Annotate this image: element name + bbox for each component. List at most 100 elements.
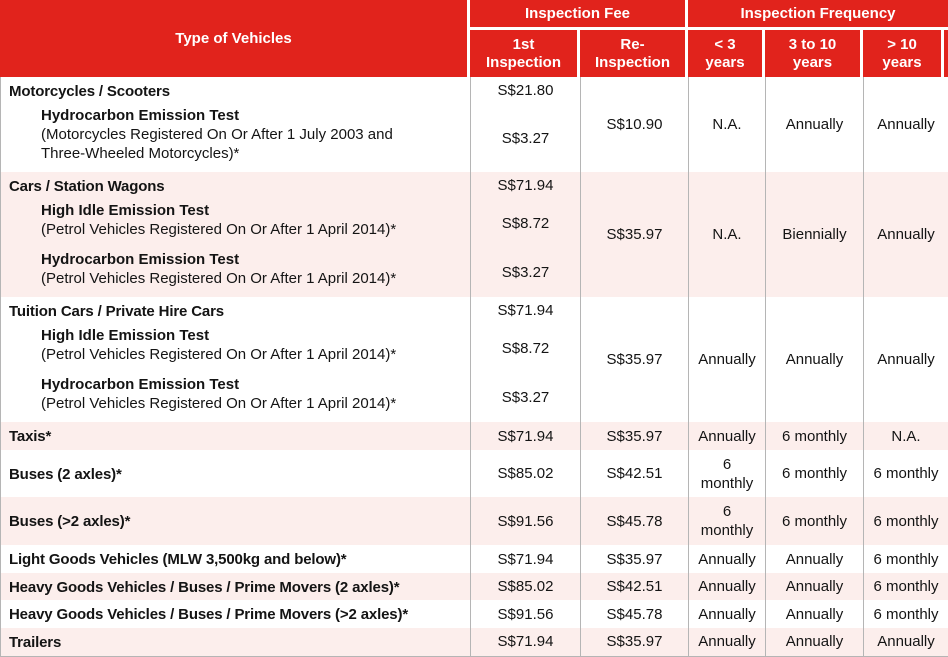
reinspection-fee-cell: S$42.51 [581,450,689,497]
first-inspection-fee-cell: S$3.27 [471,373,581,422]
fee-table-body: Motorcycles / Scooters S$21.80 S$10.90 N… [0,77,948,657]
first-inspection-fee-cell: S$71.94 [471,422,581,450]
freq-lt3-cell: 6 monthly [689,497,766,545]
subtest-title: High Idle Emission Test [41,326,470,345]
freq-gt10-cell: Annually [864,77,948,172]
freq-gt10-cell: Annually [864,172,948,297]
reinspection-fee-cell: S$45.78 [581,497,689,545]
subheader-lt3-years: < 3 years [688,30,765,77]
subtest-cell: Hydrocarbon Emission Test (Motorcycles R… [1,104,471,172]
header-inspection-fee: Inspection Fee [470,0,688,30]
freq-lt3-cell: Annually [689,422,766,450]
first-inspection-fee-cell: S$71.94 [471,172,581,199]
subtest-cell: Hydrocarbon Emission Test (Petrol Vehicl… [1,373,471,422]
subheader-3to10-years: 3 to 10 years [765,30,863,77]
first-inspection-fee-cell: S$3.27 [471,248,581,297]
freq-gt10-cell: 6 monthly [864,497,948,545]
freq-3to10-cell: 6 monthly [766,450,864,497]
freq-3to10-cell: Annually [766,573,864,600]
subtest-title: Hydrocarbon Emission Test [41,250,470,269]
reinspection-fee-cell: S$35.97 [581,422,689,450]
freq-3to10-cell: Annually [766,77,864,172]
subtest-desc: (Petrol Vehicles Registered On Or After … [41,394,431,413]
vehicle-type-label: Taxis* [9,427,470,446]
row-buses-2-axles: Buses (2 axles)* S$85.02 S$42.51 6 month… [1,450,948,497]
subtest-desc: (Petrol Vehicles Registered On Or After … [41,220,431,239]
subtest-desc: (Petrol Vehicles Registered On Or After … [41,269,431,288]
freq-lt3-cell: Annually [689,545,766,573]
row-trailers: Trailers S$71.94 S$35.97 Annually Annual… [1,628,948,656]
row-heavy-goods-gt2-axles: Heavy Goods Vehicles / Buses / Prime Mov… [1,600,948,628]
freq-gt10-cell: Annually [864,628,948,656]
subheader-1st-inspection: 1st Inspection [470,30,580,77]
row-motorcycles: Motorcycles / Scooters S$21.80 S$10.90 N… [1,77,948,104]
header-red-spacer [944,30,948,77]
freq-lt3-cell: Annually [689,573,766,600]
reinspection-fee-cell: S$10.90 [581,77,689,172]
subtest-cell: High Idle Emission Test (Petrol Vehicles… [1,324,471,373]
vehicle-type-cell: Buses (>2 axles)* [1,497,471,545]
vehicle-type-label: Heavy Goods Vehicles / Buses / Prime Mov… [9,578,470,597]
header-inspection-frequency: Inspection Frequency [688,0,948,30]
reinspection-fee-cell: S$35.97 [581,172,689,297]
row-tuition-cars: Tuition Cars / Private Hire Cars S$71.94… [1,297,948,324]
vehicle-type-cell: Tuition Cars / Private Hire Cars [1,297,471,324]
reinspection-fee-cell: S$35.97 [581,297,689,422]
freq-gt10-cell: 6 monthly [864,450,948,497]
first-inspection-fee-cell: S$21.80 [471,77,581,104]
subtest-title: Hydrocarbon Emission Test [41,106,470,125]
freq-lt3-cell: N.A. [689,172,766,297]
first-inspection-fee-cell: S$71.94 [471,545,581,573]
freq-lt3-cell: N.A. [689,77,766,172]
subtest-desc: (Motorcycles Registered On Or After 1 Ju… [41,125,431,163]
freq-gt10-cell: 6 monthly [864,545,948,573]
freq-gt10-cell: 6 monthly [864,573,948,600]
subheader-re-inspection: Re- Inspection [580,30,688,77]
first-inspection-fee-cell: S$3.27 [471,104,581,172]
freq-3to10-cell: 6 monthly [766,422,864,450]
first-inspection-fee-cell: S$91.56 [471,497,581,545]
vehicle-type-cell: Taxis* [1,422,471,450]
subtest-title: High Idle Emission Test [41,201,470,220]
freq-lt3-cell: Annually [689,297,766,422]
vehicle-type-cell: Light Goods Vehicles (MLW 3,500kg and be… [1,545,471,573]
freq-gt10-cell: N.A. [864,422,948,450]
row-taxis: Taxis* S$71.94 S$35.97 Annually 6 monthl… [1,422,948,450]
first-inspection-fee-cell: S$8.72 [471,199,581,248]
first-inspection-fee-cell: S$91.56 [471,600,581,628]
freq-3to10-cell: Annually [766,600,864,628]
vehicle-type-label: Heavy Goods Vehicles / Buses / Prime Mov… [9,605,470,624]
freq-3to10-cell: Annually [766,297,864,422]
subtest-title: Hydrocarbon Emission Test [41,375,470,394]
row-buses-gt2-axles: Buses (>2 axles)* S$91.56 S$45.78 6 mont… [1,497,948,545]
vehicle-type-label: Buses (>2 axles)* [9,512,470,531]
subheader-gt10-years: > 10 years [863,30,944,77]
subtest-cell: Hydrocarbon Emission Test (Petrol Vehicl… [1,248,471,297]
first-inspection-fee-cell: S$71.94 [471,628,581,656]
first-inspection-fee-cell: S$85.02 [471,450,581,497]
vehicle-type-cell: Cars / Station Wagons [1,172,471,199]
freq-lt3-cell: Annually [689,628,766,656]
freq-3to10-cell: Annually [766,545,864,573]
freq-gt10-cell: Annually [864,297,948,422]
reinspection-fee-cell: S$35.97 [581,545,689,573]
vehicle-type-cell: Heavy Goods Vehicles / Buses / Prime Mov… [1,573,471,600]
vehicle-type-cell: Trailers [1,628,471,656]
first-inspection-fee-cell: S$85.02 [471,573,581,600]
freq-3to10-cell: Biennially [766,172,864,297]
vehicle-type-label: Tuition Cars / Private Hire Cars [9,302,470,321]
vehicle-type-label: Cars / Station Wagons [9,177,470,196]
freq-3to10-cell: 6 monthly [766,497,864,545]
freq-lt3-cell: 6 monthly [689,450,766,497]
reinspection-fee-cell: S$42.51 [581,573,689,600]
row-cars: Cars / Station Wagons S$71.94 S$35.97 N.… [1,172,948,199]
reinspection-fee-cell: S$45.78 [581,600,689,628]
vehicle-type-label: Light Goods Vehicles (MLW 3,500kg and be… [9,550,470,569]
vehicle-type-label: Buses (2 axles)* [9,465,470,484]
freq-lt3-cell: Annually [689,600,766,628]
vehicle-type-label: Trailers [9,633,470,652]
freq-gt10-cell: 6 monthly [864,600,948,628]
first-inspection-fee-cell: S$8.72 [471,324,581,373]
vehicle-type-cell: Motorcycles / Scooters [1,77,471,104]
